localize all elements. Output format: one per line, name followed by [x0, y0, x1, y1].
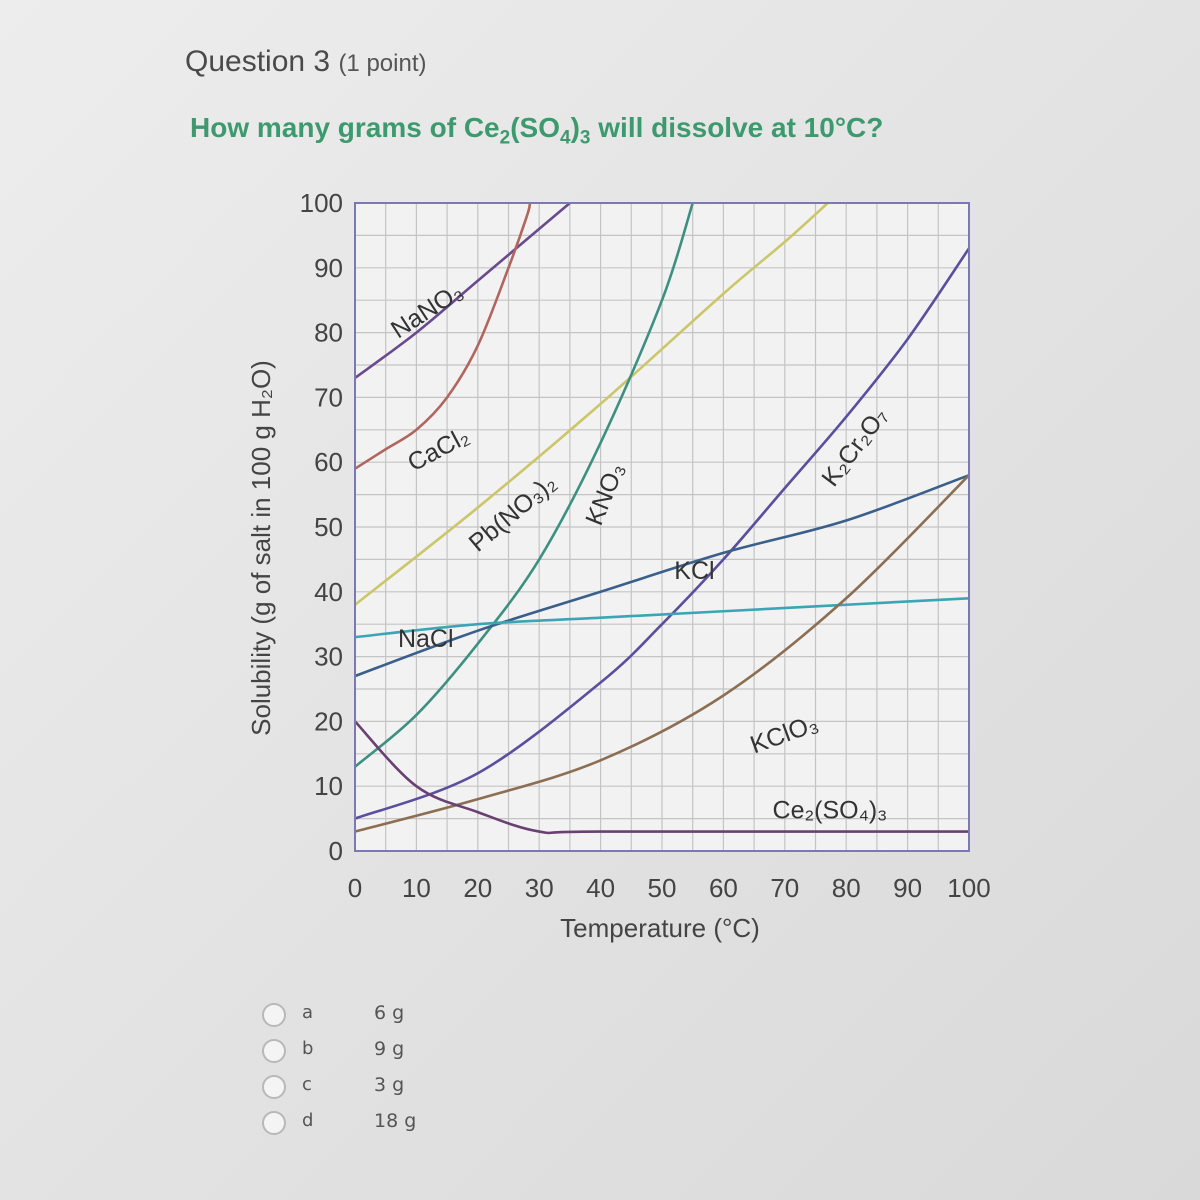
series-line-k2cr2o7: [354, 247, 971, 820]
option-letter: d: [302, 1110, 314, 1131]
x-tick-label: 70: [770, 873, 799, 903]
y-tick-label: 40: [314, 577, 343, 607]
prompt-part-4: will dissolve at 10°C?: [590, 112, 884, 143]
radio-c[interactable]: [262, 1075, 286, 1099]
series-line-kclo3: [354, 474, 970, 833]
y-tick-label: 100: [300, 188, 343, 218]
option-a[interactable]: a 6 g: [262, 1000, 502, 1030]
plot-frame: [354, 202, 970, 852]
radio-b[interactable]: [262, 1039, 286, 1063]
series-line-ce2-so4-3: [354, 720, 969, 835]
series-line-kcl: [354, 473, 970, 678]
question-points: (1 point): [338, 50, 427, 77]
y-tick-label: 60: [314, 447, 343, 477]
y-tick-labels: 0 10 20 30 40 50 60 70 80 90 100: [300, 188, 343, 866]
question-prompt: How many grams of Ce2(SO4)3 will dissolv…: [190, 112, 883, 150]
x-tick-label: 80: [832, 873, 861, 903]
prompt-sub-1: 2: [499, 127, 511, 149]
option-b[interactable]: b 9 g: [262, 1036, 502, 1066]
x-tick-label: 10: [402, 873, 431, 903]
x-tick-label: 100: [947, 873, 990, 903]
question-title: Question 3: [185, 45, 331, 78]
question-header: Question 3 (1 point): [185, 45, 426, 79]
y-tick-label: 70: [314, 382, 343, 412]
prompt-sub-3: 3: [579, 127, 591, 149]
series-line-pb-no3-2: [354, 202, 829, 606]
y-tick-label: 90: [314, 253, 343, 283]
option-value: 9 g: [374, 1038, 405, 1060]
prompt-part-1: How many grams of Ce: [190, 112, 500, 143]
option-letter: b: [302, 1038, 314, 1059]
option-letter: a: [302, 1002, 314, 1023]
option-d[interactable]: d 18 g: [262, 1108, 502, 1138]
x-axis-label: Temperature (°C): [560, 913, 760, 943]
x-tick-label: 60: [709, 873, 738, 903]
radio-a[interactable]: [262, 1003, 286, 1027]
prompt-part-3: ): [570, 112, 580, 143]
option-value: 3 g: [374, 1074, 405, 1096]
y-tick-label: 0: [329, 836, 343, 866]
series-line-nacl: [354, 596, 970, 639]
option-c[interactable]: c 3 g: [262, 1072, 502, 1102]
x-tick-label: 40: [586, 873, 615, 903]
y-tick-label: 20: [314, 706, 343, 736]
y-tick-label: 80: [314, 318, 343, 348]
prompt-part-2: (SO: [510, 112, 560, 143]
x-tick-label: 0: [348, 873, 362, 903]
y-axis-label: Solubility (g of salt in 100 g H₂O): [246, 360, 276, 736]
radio-d[interactable]: [262, 1111, 286, 1135]
prompt-sub-2: 4: [560, 127, 571, 149]
option-letter: c: [302, 1074, 312, 1095]
series-line-nano3: [354, 202, 571, 380]
series-label-nacl: NaCl: [398, 625, 454, 653]
option-value: 18 g: [374, 1110, 417, 1132]
series-line-kno3: [354, 202, 694, 768]
y-tick-label: 50: [314, 512, 343, 542]
y-tick-label: 30: [314, 642, 343, 672]
x-tick-label: 30: [525, 873, 554, 903]
series-label-kcl: KCl: [674, 557, 714, 585]
x-tick-label: 50: [648, 873, 677, 903]
x-tick-label: 90: [893, 873, 922, 903]
solubility-chart: 0 10 20 30 40 50 60 70 80 90 100 0 10 20 30 40 50 60 70 80…: [246, 188, 991, 943]
series-group: [354, 202, 971, 835]
x-tick-labels: 0 10 20 30 40 50 60 70 80 90 100: [348, 873, 991, 903]
y-tick-label: 10: [314, 771, 343, 801]
x-tick-label: 20: [463, 873, 492, 903]
series-label-ce2-so4-3: Ce₂(SO₄)₃: [773, 797, 888, 825]
series-line-cacl2: [354, 202, 532, 470]
option-value: 6 g: [374, 1002, 405, 1024]
